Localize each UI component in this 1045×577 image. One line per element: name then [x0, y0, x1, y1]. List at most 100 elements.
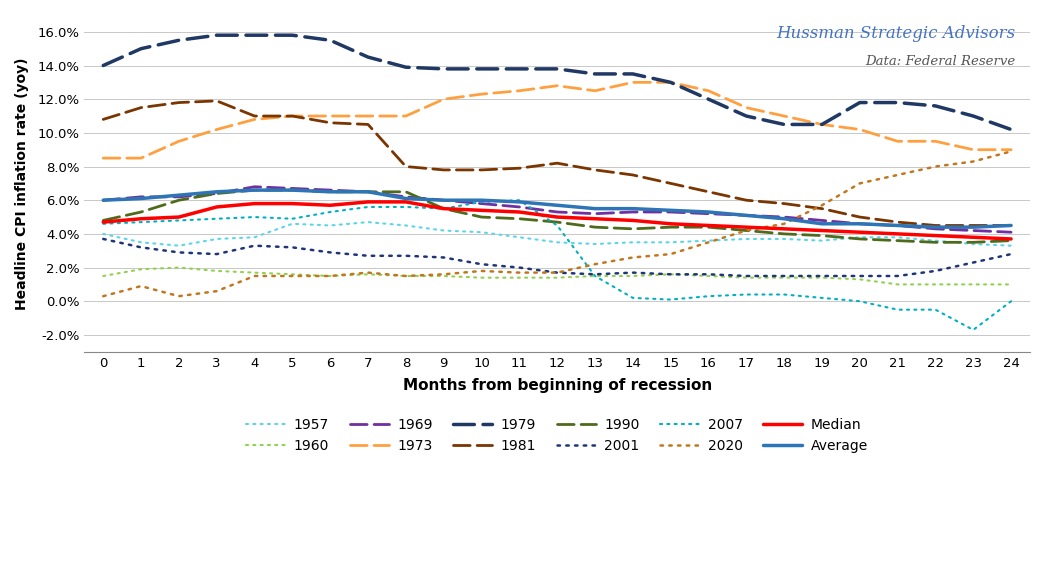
2020: [438, 271, 450, 278]
1973: [891, 138, 904, 145]
1957: [777, 235, 790, 242]
1979: [362, 54, 374, 61]
1990: [172, 197, 185, 204]
1990: [967, 239, 979, 246]
2020: [929, 163, 942, 170]
1990: [854, 235, 866, 242]
1990: [551, 219, 563, 226]
1957: [324, 222, 336, 229]
1960: [286, 271, 299, 278]
2007: [135, 219, 147, 226]
Median: [551, 213, 563, 220]
1990: [438, 205, 450, 212]
Median: [513, 208, 526, 215]
Median: [438, 205, 450, 212]
2007: [627, 294, 640, 301]
2001: [816, 272, 829, 279]
1973: [172, 138, 185, 145]
1973: [249, 116, 261, 123]
2007: [438, 205, 450, 212]
1990: [249, 186, 261, 193]
1969: [854, 220, 866, 227]
2020: [513, 269, 526, 276]
1979: [551, 65, 563, 72]
1969: [286, 185, 299, 192]
2001: [324, 249, 336, 256]
1960: [362, 271, 374, 278]
Line: 1969: 1969: [103, 187, 1012, 232]
Median: [362, 198, 374, 205]
2001: [286, 244, 299, 251]
Line: Median: Median: [103, 202, 1012, 239]
2007: [475, 198, 488, 205]
1957: [854, 234, 866, 241]
Line: Average: Average: [103, 190, 1012, 227]
1973: [854, 126, 866, 133]
1957: [286, 220, 299, 227]
1973: [816, 121, 829, 128]
2007: [929, 306, 942, 313]
1990: [665, 224, 677, 231]
Legend: 1957, 1960, 1969, 1973, 1979, 1981, 1990, 2001, 2007, 2020, Median, Average: 1957, 1960, 1969, 1973, 1979, 1981, 1990…: [247, 418, 868, 452]
Average: [740, 212, 752, 219]
1969: [362, 188, 374, 195]
Line: 2007: 2007: [103, 200, 1012, 330]
2020: [777, 220, 790, 227]
1981: [929, 222, 942, 229]
2020: [702, 239, 715, 246]
1957: [438, 227, 450, 234]
Line: 1990: 1990: [103, 190, 1012, 242]
1979: [249, 32, 261, 39]
Average: [588, 205, 601, 212]
1969: [135, 193, 147, 200]
Median: [929, 232, 942, 239]
1960: [967, 281, 979, 288]
Average: [97, 197, 110, 204]
Average: [399, 195, 412, 202]
Median: [588, 215, 601, 222]
1973: [97, 155, 110, 162]
1979: [286, 32, 299, 39]
2020: [135, 283, 147, 290]
1969: [551, 208, 563, 215]
1990: [324, 188, 336, 195]
2001: [665, 271, 677, 278]
2020: [210, 288, 223, 295]
1969: [702, 210, 715, 217]
1960: [702, 272, 715, 279]
1981: [588, 166, 601, 173]
1973: [438, 96, 450, 103]
1990: [399, 188, 412, 195]
Median: [249, 200, 261, 207]
2007: [286, 215, 299, 222]
2001: [740, 272, 752, 279]
1981: [627, 171, 640, 178]
1973: [967, 146, 979, 153]
1990: [740, 227, 752, 234]
1957: [551, 239, 563, 246]
2007: [210, 215, 223, 222]
2007: [1005, 298, 1018, 305]
Median: [1005, 235, 1018, 242]
1990: [135, 208, 147, 215]
1960: [324, 272, 336, 279]
1969: [513, 204, 526, 211]
1981: [740, 197, 752, 204]
1960: [854, 276, 866, 283]
Average: [627, 205, 640, 212]
1957: [210, 235, 223, 242]
2001: [627, 269, 640, 276]
Median: [627, 217, 640, 224]
1990: [210, 190, 223, 197]
2020: [97, 293, 110, 299]
1973: [665, 79, 677, 86]
Median: [816, 227, 829, 234]
Line: 2001: 2001: [103, 239, 1012, 276]
Average: [438, 197, 450, 204]
1979: [665, 79, 677, 86]
1969: [891, 222, 904, 229]
1973: [475, 91, 488, 98]
1960: [816, 274, 829, 281]
1969: [929, 226, 942, 233]
2001: [438, 254, 450, 261]
